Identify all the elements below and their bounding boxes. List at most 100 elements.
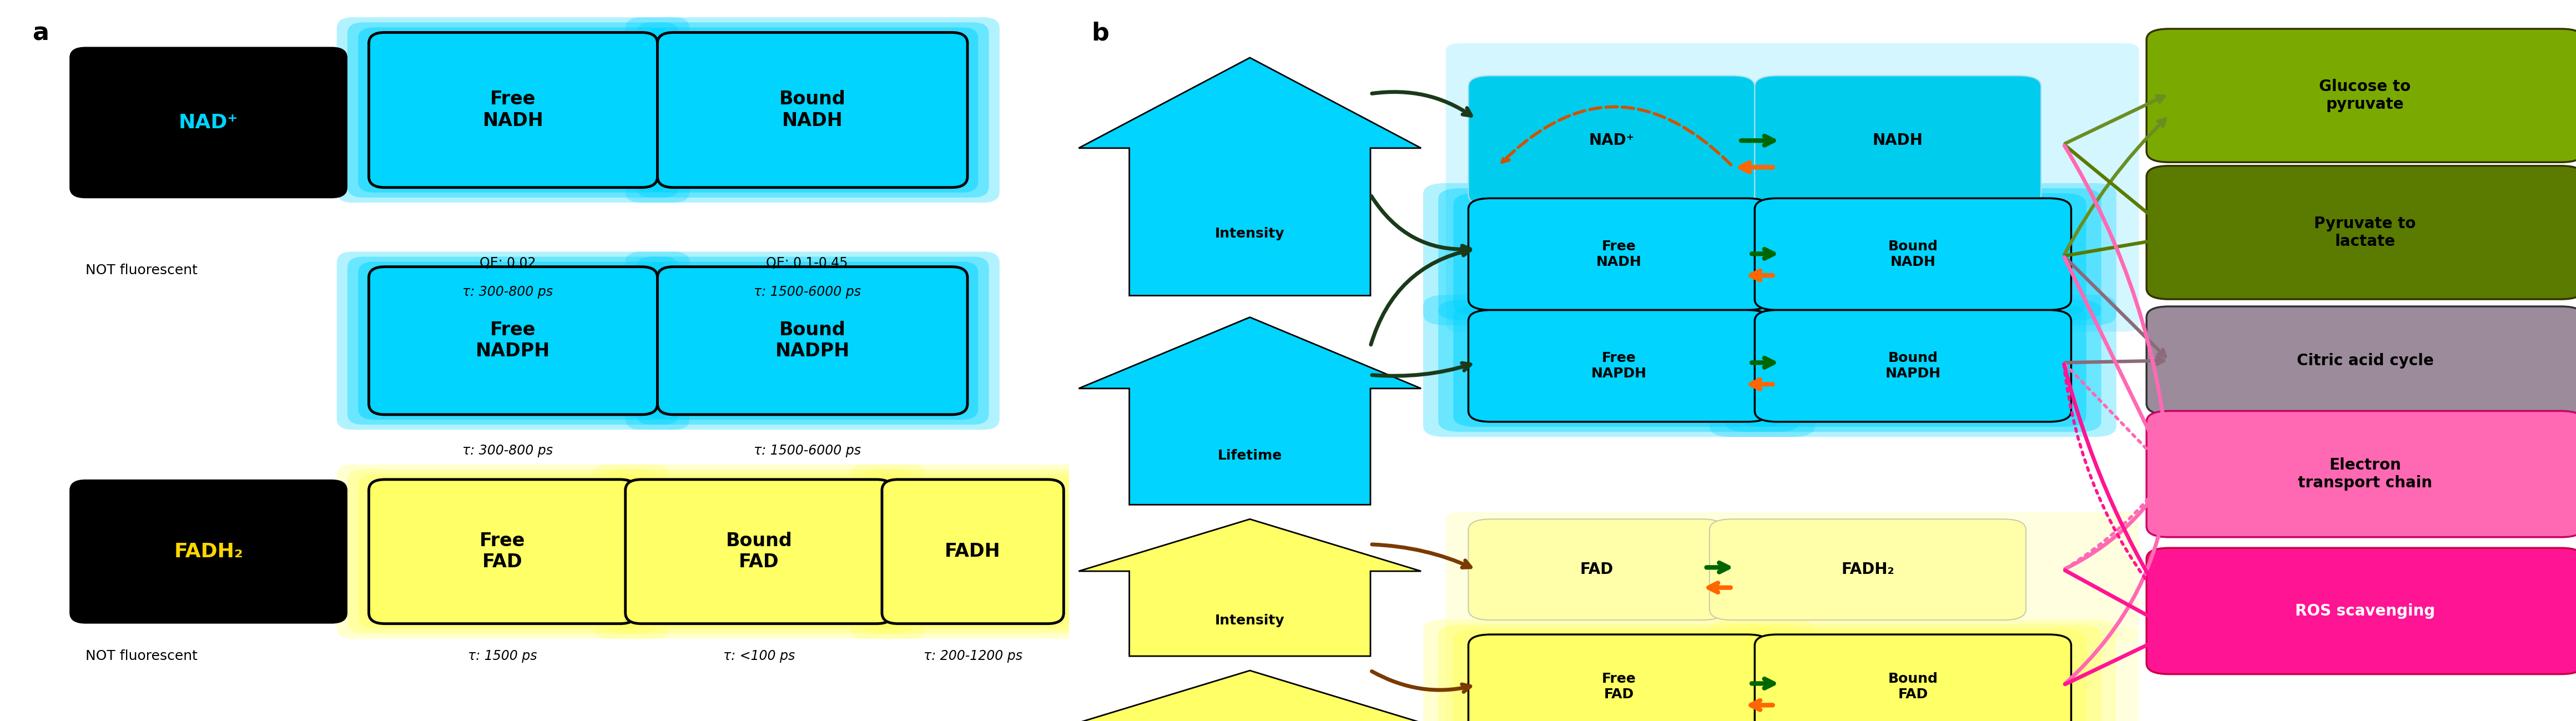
FancyBboxPatch shape — [626, 479, 894, 624]
FancyBboxPatch shape — [1445, 512, 2138, 642]
FancyBboxPatch shape — [348, 469, 657, 634]
FancyBboxPatch shape — [2146, 548, 2576, 674]
Text: τ: 1500 ps: τ: 1500 ps — [469, 650, 536, 663]
Text: NAD⁺: NAD⁺ — [178, 113, 237, 132]
FancyArrowPatch shape — [2066, 236, 2164, 256]
FancyBboxPatch shape — [348, 257, 680, 425]
Text: τ: 200-1200 ps: τ: 200-1200 ps — [922, 650, 1023, 663]
FancyBboxPatch shape — [647, 262, 979, 420]
Polygon shape — [1079, 58, 1422, 296]
Text: Free
FAD: Free FAD — [479, 532, 526, 571]
FancyBboxPatch shape — [1453, 305, 1785, 427]
FancyArrowPatch shape — [1752, 271, 1772, 280]
FancyBboxPatch shape — [1710, 295, 2117, 437]
FancyBboxPatch shape — [626, 252, 999, 430]
Text: τ: 300-800 ps: τ: 300-800 ps — [464, 286, 554, 298]
FancyBboxPatch shape — [2146, 306, 2576, 415]
FancyBboxPatch shape — [2146, 166, 2576, 299]
Text: Citric acid cycle: Citric acid cycle — [2298, 353, 2434, 368]
FancyArrowPatch shape — [1373, 671, 1471, 692]
Text: τ: 1500-6000 ps: τ: 1500-6000 ps — [755, 444, 860, 457]
FancyArrowPatch shape — [1752, 679, 1775, 688]
FancyBboxPatch shape — [657, 267, 969, 415]
FancyArrowPatch shape — [2066, 570, 2164, 624]
FancyBboxPatch shape — [1437, 300, 1801, 432]
Text: Bound
FAD: Bound FAD — [726, 532, 793, 571]
Text: Free
NADH: Free NADH — [482, 90, 544, 130]
FancyBboxPatch shape — [358, 27, 667, 193]
Text: NAD⁺: NAD⁺ — [1589, 133, 1633, 149]
Text: NOT fluorescent: NOT fluorescent — [85, 650, 198, 663]
Text: Electron
transport chain: Electron transport chain — [2298, 457, 2432, 491]
FancyArrowPatch shape — [2066, 257, 2166, 357]
Text: τ: 1500-6000 ps: τ: 1500-6000 ps — [755, 286, 860, 298]
Text: Lifetime: Lifetime — [1218, 449, 1283, 463]
FancyBboxPatch shape — [1422, 295, 1816, 437]
Text: Free
FAD: Free FAD — [1602, 673, 1636, 701]
FancyBboxPatch shape — [1739, 629, 2087, 721]
FancyBboxPatch shape — [1739, 193, 2087, 315]
FancyBboxPatch shape — [850, 464, 1095, 639]
FancyBboxPatch shape — [1710, 183, 2117, 325]
Text: Bound
FAD: Bound FAD — [1888, 673, 1937, 701]
Text: NOT fluorescent: NOT fluorescent — [85, 264, 198, 277]
FancyBboxPatch shape — [1422, 183, 1816, 325]
FancyBboxPatch shape — [1453, 629, 1785, 721]
Polygon shape — [1079, 519, 1422, 656]
FancyArrowPatch shape — [2066, 145, 2164, 227]
FancyBboxPatch shape — [337, 17, 690, 203]
FancyBboxPatch shape — [1710, 619, 2117, 721]
Text: FADH₂: FADH₂ — [1842, 562, 1893, 578]
Text: Bound
NADH: Bound NADH — [778, 90, 845, 130]
FancyBboxPatch shape — [358, 474, 647, 629]
FancyBboxPatch shape — [1445, 627, 2138, 721]
Text: FAD: FAD — [1579, 562, 1613, 578]
Text: FADH: FADH — [945, 542, 999, 561]
FancyBboxPatch shape — [603, 469, 914, 634]
FancyBboxPatch shape — [636, 22, 989, 198]
FancyArrowPatch shape — [2063, 257, 2166, 467]
FancyArrowPatch shape — [1741, 136, 1775, 145]
FancyArrowPatch shape — [1741, 163, 1772, 172]
FancyArrowPatch shape — [2066, 637, 2164, 684]
Polygon shape — [1079, 671, 1422, 721]
FancyArrowPatch shape — [2063, 364, 2166, 604]
FancyBboxPatch shape — [1437, 624, 1801, 721]
Text: a: a — [31, 22, 49, 45]
Text: τ: <100 ps: τ: <100 ps — [724, 650, 796, 663]
FancyBboxPatch shape — [1453, 193, 1785, 315]
Text: QE: 0.02: QE: 0.02 — [479, 257, 536, 270]
FancyBboxPatch shape — [337, 252, 690, 430]
FancyBboxPatch shape — [1754, 310, 2071, 422]
FancyArrowPatch shape — [2063, 146, 2172, 466]
FancyArrowPatch shape — [1705, 563, 1728, 572]
FancyBboxPatch shape — [860, 469, 1084, 634]
FancyArrowPatch shape — [2066, 96, 2164, 143]
FancyArrowPatch shape — [2066, 637, 2164, 684]
Text: FADH₂: FADH₂ — [173, 542, 242, 561]
FancyBboxPatch shape — [1723, 624, 2102, 721]
Text: Bound
NADH: Bound NADH — [1888, 240, 1937, 268]
FancyBboxPatch shape — [657, 32, 969, 187]
FancyBboxPatch shape — [1723, 300, 2102, 432]
FancyArrowPatch shape — [1752, 358, 1775, 367]
Text: Intensity: Intensity — [1216, 614, 1285, 627]
FancyArrowPatch shape — [2066, 477, 2166, 569]
FancyBboxPatch shape — [358, 262, 667, 420]
FancyArrowPatch shape — [2063, 364, 2166, 606]
FancyArrowPatch shape — [1370, 196, 1471, 253]
FancyBboxPatch shape — [1754, 198, 2071, 310]
FancyArrowPatch shape — [1373, 92, 1471, 115]
Text: NADH: NADH — [1873, 133, 1924, 149]
FancyBboxPatch shape — [1754, 634, 2071, 721]
Text: Bound
NAPDH: Bound NAPDH — [1886, 352, 1940, 380]
FancyBboxPatch shape — [1468, 310, 1770, 422]
FancyBboxPatch shape — [368, 32, 657, 187]
FancyBboxPatch shape — [1723, 188, 2102, 320]
Text: Free
NADPH: Free NADPH — [477, 321, 551, 360]
Text: τ: 300-800 ps: τ: 300-800 ps — [464, 444, 554, 457]
FancyBboxPatch shape — [1754, 76, 2040, 205]
Text: Bound
NADPH: Bound NADPH — [775, 321, 850, 360]
Text: Free
NADH: Free NADH — [1597, 240, 1641, 268]
FancyArrowPatch shape — [2066, 478, 2172, 684]
